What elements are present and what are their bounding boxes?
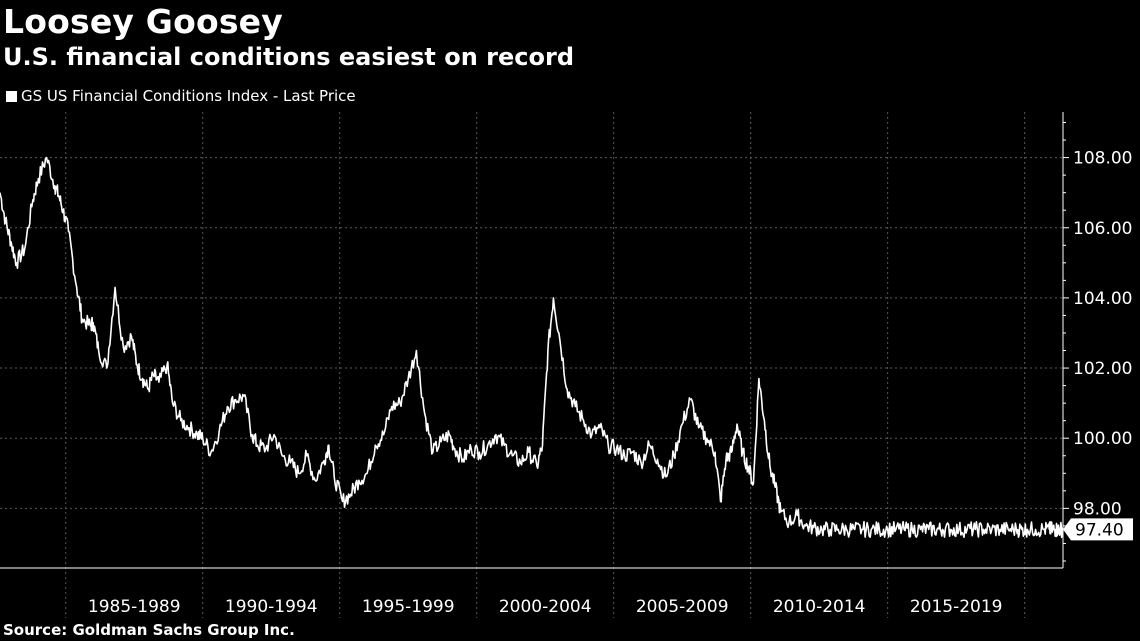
x-tick-label: 1985-1989	[88, 597, 181, 617]
labels: 98.00 100.00 102.00 104.00 106.00 108.00 1985-…	[88, 149, 1133, 617]
x-tick-label: 1990-1994	[225, 597, 318, 617]
axes	[0, 112, 1069, 569]
y-tick-label: 102.00	[1073, 359, 1132, 379]
y-tick-label: 98.00	[1073, 499, 1122, 519]
y-tick-label: 108.00	[1073, 149, 1132, 169]
last-value-box	[1063, 518, 1133, 541]
y-tick-label: 100.00	[1073, 429, 1132, 449]
last-value-label: 97.40	[1075, 520, 1124, 540]
legend: GS US Financial Conditions Index - Last …	[6, 87, 356, 105]
chart-subtitle: U.S. financial conditions easiest on rec…	[3, 43, 575, 71]
chart-title: Loosey Goosey	[3, 2, 283, 41]
legend-label: GS US Financial Conditions Index - Last …	[21, 87, 356, 105]
x-tick-label: 2010-2014	[773, 597, 866, 617]
source-note: Source: Goldman Sachs Group Inc.	[3, 621, 295, 639]
legend-swatch	[6, 90, 17, 102]
x-tick-label: 2015-2019	[910, 597, 1003, 617]
x-tick-label: 2005-2009	[636, 597, 729, 617]
series-layer	[0, 156, 1064, 539]
y-tick-label: 106.00	[1073, 219, 1132, 239]
grid	[0, 112, 1063, 618]
series-line	[0, 156, 1064, 539]
last-value-tag: 97.40	[1063, 518, 1133, 541]
x-tick-label: 1995-1999	[362, 597, 455, 617]
y-tick-label: 104.00	[1073, 289, 1132, 309]
x-tick-label: 2000-2004	[499, 597, 592, 617]
